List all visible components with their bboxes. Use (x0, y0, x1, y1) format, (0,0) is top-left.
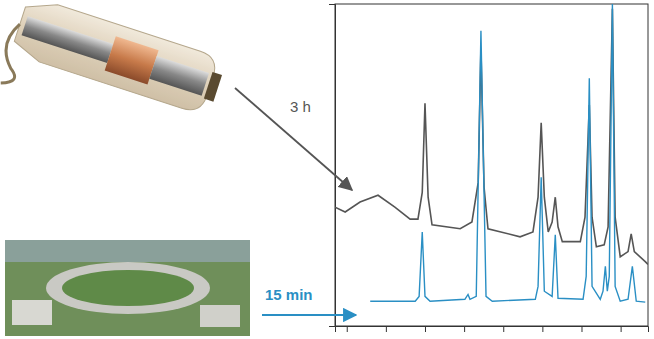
ring (46, 262, 210, 314)
arrow (262, 314, 356, 316)
x-tick (386, 326, 387, 332)
figure: 3 h 15 min (0, 0, 654, 339)
wire (0, 22, 31, 86)
plot-area (335, 4, 648, 302)
x-tick-mark (386, 326, 387, 332)
x-tick-mark (542, 326, 543, 332)
pattern-line (370, 4, 645, 302)
sky (5, 240, 250, 262)
x-tick-mark (621, 326, 622, 332)
x-tick-mark (503, 326, 504, 332)
x-tick-mark (347, 326, 348, 332)
cathode (149, 56, 209, 96)
x-tick (621, 326, 622, 332)
x-tick (425, 326, 426, 332)
x-tick-mark (425, 326, 426, 332)
x-tick (503, 326, 504, 332)
annotation: 3 h (290, 98, 311, 115)
arrow (235, 88, 352, 190)
x-axis (336, 326, 649, 332)
cap (204, 72, 222, 102)
building (12, 300, 52, 325)
ring-center (62, 270, 194, 306)
y-axis-line (329, 5, 336, 327)
annotation: 15 min (265, 286, 313, 303)
ground (5, 240, 250, 336)
xray-tube-photo (0, 0, 227, 147)
x-tick (542, 326, 543, 332)
anode (22, 16, 114, 63)
plot-frame (335, 4, 648, 326)
x-tick (581, 326, 582, 332)
x-tick (347, 326, 348, 332)
pattern-line (335, 9, 648, 265)
y-axis (329, 5, 336, 327)
synchrotron-photo (5, 240, 250, 336)
x-tick (464, 326, 465, 332)
x-axis-line (336, 327, 649, 333)
building (200, 305, 240, 327)
glass (11, 0, 220, 114)
x-tick-mark (581, 326, 582, 332)
x-tick-mark (464, 326, 465, 332)
